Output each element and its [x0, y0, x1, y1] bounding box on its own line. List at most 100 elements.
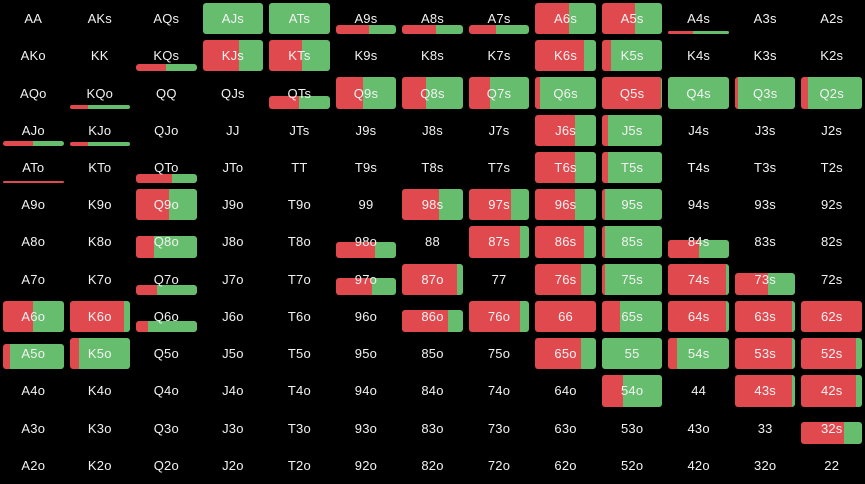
hand-cell[interactable]: J8o: [200, 223, 267, 260]
hand-cell[interactable]: A8s: [399, 0, 466, 37]
hand-cell[interactable]: 76o: [466, 298, 533, 335]
hand-cell[interactable]: J4s: [665, 112, 732, 149]
hand-cell[interactable]: T3s: [732, 149, 799, 186]
hand-cell[interactable]: J9s: [333, 112, 400, 149]
hand-cell[interactable]: 44: [665, 372, 732, 409]
hand-cell[interactable]: K6o: [67, 298, 134, 335]
hand-cell[interactable]: 86s: [532, 223, 599, 260]
hand-cell[interactable]: 53o: [599, 410, 666, 447]
hand-cell[interactable]: 83o: [399, 410, 466, 447]
hand-cell[interactable]: QQ: [133, 74, 200, 111]
hand-cell[interactable]: A4s: [665, 0, 732, 37]
hand-cell[interactable]: Q9o: [133, 186, 200, 223]
hand-cell[interactable]: KJs: [200, 37, 267, 74]
hand-cell[interactable]: 64s: [665, 298, 732, 335]
hand-cell[interactable]: K9o: [67, 186, 134, 223]
hand-cell[interactable]: T5s: [599, 149, 666, 186]
hand-cell[interactable]: 96o: [333, 298, 400, 335]
hand-cell[interactable]: K7s: [466, 37, 533, 74]
hand-cell[interactable]: T5o: [266, 335, 333, 372]
hand-cell[interactable]: 98o: [333, 223, 400, 260]
hand-cell[interactable]: 88: [399, 223, 466, 260]
hand-cell[interactable]: K3s: [732, 37, 799, 74]
hand-cell[interactable]: 84s: [665, 223, 732, 260]
hand-cell[interactable]: 54s: [665, 335, 732, 372]
hand-cell[interactable]: 64o: [532, 372, 599, 409]
hand-cell[interactable]: K5o: [67, 335, 134, 372]
hand-cell[interactable]: KQo: [67, 74, 134, 111]
hand-cell[interactable]: 83s: [732, 223, 799, 260]
hand-cell[interactable]: KK: [67, 37, 134, 74]
hand-cell[interactable]: K2o: [67, 447, 134, 484]
hand-cell[interactable]: AQs: [133, 0, 200, 37]
hand-cell[interactable]: 92s: [798, 186, 865, 223]
hand-cell[interactable]: K6s: [532, 37, 599, 74]
hand-cell[interactable]: Q6o: [133, 298, 200, 335]
hand-cell[interactable]: Q8s: [399, 74, 466, 111]
hand-cell[interactable]: 62s: [798, 298, 865, 335]
hand-cell[interactable]: KTs: [266, 37, 333, 74]
hand-cell[interactable]: 82o: [399, 447, 466, 484]
hand-cell[interactable]: Q6s: [532, 74, 599, 111]
hand-cell[interactable]: 55: [599, 335, 666, 372]
hand-cell[interactable]: A3o: [0, 410, 67, 447]
hand-cell[interactable]: 93o: [333, 410, 400, 447]
hand-cell[interactable]: 84o: [399, 372, 466, 409]
hand-cell[interactable]: J7s: [466, 112, 533, 149]
hand-cell[interactable]: 75o: [466, 335, 533, 372]
hand-cell[interactable]: 52s: [798, 335, 865, 372]
hand-cell[interactable]: 63o: [532, 410, 599, 447]
hand-cell[interactable]: JJ: [200, 112, 267, 149]
hand-cell[interactable]: 74o: [466, 372, 533, 409]
hand-cell[interactable]: Q5o: [133, 335, 200, 372]
hand-cell[interactable]: A9o: [0, 186, 67, 223]
hand-cell[interactable]: 63s: [732, 298, 799, 335]
hand-cell[interactable]: K8o: [67, 223, 134, 260]
hand-cell[interactable]: T7s: [466, 149, 533, 186]
hand-cell[interactable]: Q4o: [133, 372, 200, 409]
hand-cell[interactable]: 33: [732, 410, 799, 447]
hand-cell[interactable]: J5o: [200, 335, 267, 372]
hand-cell[interactable]: AJs: [200, 0, 267, 37]
hand-cell[interactable]: 94o: [333, 372, 400, 409]
hand-cell[interactable]: A7s: [466, 0, 533, 37]
hand-cell[interactable]: ATo: [0, 149, 67, 186]
hand-cell[interactable]: 85s: [599, 223, 666, 260]
hand-cell[interactable]: K3o: [67, 410, 134, 447]
hand-cell[interactable]: J6o: [200, 298, 267, 335]
hand-cell[interactable]: 87o: [399, 261, 466, 298]
hand-cell[interactable]: T6o: [266, 298, 333, 335]
hand-cell[interactable]: K9s: [333, 37, 400, 74]
hand-cell[interactable]: T6s: [532, 149, 599, 186]
hand-cell[interactable]: T7o: [266, 261, 333, 298]
hand-cell[interactable]: ATs: [266, 0, 333, 37]
hand-cell[interactable]: 85o: [399, 335, 466, 372]
hand-cell[interactable]: JTo: [200, 149, 267, 186]
hand-cell[interactable]: T8o: [266, 223, 333, 260]
hand-cell[interactable]: 43o: [665, 410, 732, 447]
hand-cell[interactable]: T8s: [399, 149, 466, 186]
hand-cell[interactable]: JTs: [266, 112, 333, 149]
hand-cell[interactable]: Q3s: [732, 74, 799, 111]
hand-cell[interactable]: J2o: [200, 447, 267, 484]
hand-cell[interactable]: 65s: [599, 298, 666, 335]
hand-cell[interactable]: J8s: [399, 112, 466, 149]
hand-cell[interactable]: 72s: [798, 261, 865, 298]
hand-cell[interactable]: 97o: [333, 261, 400, 298]
hand-cell[interactable]: 99: [333, 186, 400, 223]
hand-cell[interactable]: K7o: [67, 261, 134, 298]
hand-cell[interactable]: QTo: [133, 149, 200, 186]
hand-cell[interactable]: K2s: [798, 37, 865, 74]
hand-cell[interactable]: QJs: [200, 74, 267, 111]
hand-cell[interactable]: 43s: [732, 372, 799, 409]
hand-cell[interactable]: A4o: [0, 372, 67, 409]
hand-cell[interactable]: AA: [0, 0, 67, 37]
hand-cell[interactable]: 97s: [466, 186, 533, 223]
hand-cell[interactable]: KQs: [133, 37, 200, 74]
hand-cell[interactable]: 65o: [532, 335, 599, 372]
hand-cell[interactable]: A8o: [0, 223, 67, 260]
hand-cell[interactable]: J5s: [599, 112, 666, 149]
hand-cell[interactable]: 32o: [732, 447, 799, 484]
hand-cell[interactable]: T2s: [798, 149, 865, 186]
hand-cell[interactable]: 86o: [399, 298, 466, 335]
